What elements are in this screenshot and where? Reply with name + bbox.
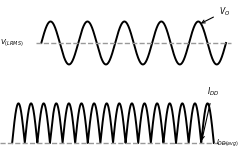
Text: $V_O$: $V_O$ bbox=[202, 5, 230, 23]
Text: $V_{(LRMS)}$: $V_{(LRMS)}$ bbox=[0, 38, 24, 48]
Text: $I_{DD}$: $I_{DD}$ bbox=[201, 86, 219, 139]
Text: $I_{DD(avg)}$: $I_{DD(avg)}$ bbox=[216, 138, 239, 149]
